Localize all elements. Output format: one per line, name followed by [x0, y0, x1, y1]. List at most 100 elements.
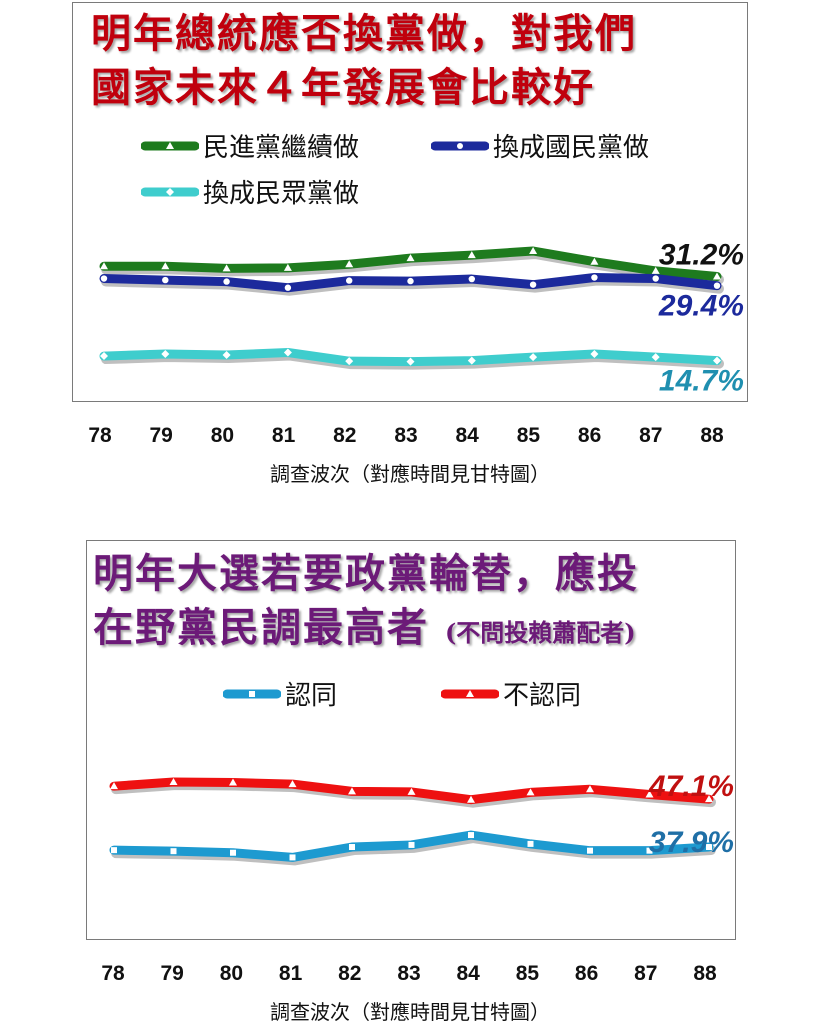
- data-point: [230, 849, 236, 856]
- x-tick-label: 88: [693, 962, 717, 985]
- data-point: [406, 357, 415, 366]
- data-point: [591, 274, 598, 281]
- data-point: [346, 277, 353, 284]
- data-point: [110, 782, 118, 790]
- data-point: [652, 275, 659, 282]
- end-value-label: 14.7%: [659, 365, 744, 398]
- data-point: [289, 854, 296, 861]
- data-point: [529, 353, 538, 362]
- data-point: [169, 778, 178, 786]
- data-point: [590, 257, 599, 265]
- chart-2-x-axis-title: 調查波次（對應時間見甘特圖）: [270, 1000, 550, 1024]
- chart-2-title-line2: 在野黨民調最高者: [93, 604, 429, 651]
- data-point: [345, 357, 354, 366]
- chart-2-title-note: (不問投賴蕭配者): [444, 618, 636, 647]
- data-point: [467, 251, 476, 259]
- data-point: [645, 790, 654, 798]
- legend-label-kmt: 換成國民黨做: [493, 133, 650, 163]
- legend-label-tpp: 換成民眾黨做: [203, 179, 360, 209]
- x-tick-label: 80: [219, 962, 244, 985]
- data-point: [100, 262, 108, 270]
- data-point: [161, 262, 170, 270]
- data-point: [162, 276, 169, 284]
- series-1-1: [109, 777, 716, 808]
- series-0-0: [99, 246, 724, 285]
- x-tick-label: 78: [88, 424, 112, 447]
- x-tick-label: 87: [634, 962, 658, 985]
- legend-label-disagree: 不認同: [503, 681, 582, 711]
- x-tick-label: 82: [338, 962, 362, 985]
- data-point: [467, 356, 476, 365]
- data-point: [587, 847, 593, 854]
- x-tick-label: 81: [271, 424, 296, 447]
- legend-swatch-tpp: [141, 187, 199, 196]
- data-point: [705, 795, 713, 803]
- x-tick-label: 79: [160, 962, 184, 985]
- legend-label-dpp: 民進黨繼續做: [203, 133, 360, 163]
- chart-1-title-line1: 明年總統應否換黨做，對我們: [91, 10, 637, 57]
- data-point: [586, 785, 594, 793]
- legend-item-disagree: 不認同: [441, 675, 581, 712]
- chart-panel-1: 明年總統應否換黨做，對我們 國家未來４年發展會比較好 民進黨繼續做 換成國民黨做…: [72, 2, 748, 402]
- x-tick-label: 88: [700, 424, 724, 447]
- x-tick-label: 86: [577, 424, 602, 447]
- data-point: [526, 788, 535, 796]
- data-point: [529, 247, 538, 254]
- data-point: [288, 780, 297, 788]
- data-point: [407, 277, 414, 285]
- series-0-1: [99, 273, 724, 296]
- data-point: [408, 841, 415, 848]
- end-value-label: 31.2%: [659, 239, 744, 272]
- data-point: [223, 278, 230, 285]
- data-point: [229, 778, 237, 786]
- end-value-label: 29.4%: [658, 290, 744, 323]
- x-tick-label: 84: [456, 962, 480, 985]
- data-point: [283, 263, 292, 271]
- x-tick-label: 83: [397, 962, 421, 985]
- end-value-label: 37.9%: [649, 826, 734, 859]
- legend-swatch-disagree: [441, 689, 499, 698]
- data-point: [467, 795, 475, 803]
- data-point: [468, 275, 475, 283]
- legend-swatch-dpp: [141, 141, 199, 150]
- data-point: [100, 275, 108, 282]
- x-tick-label: 81: [278, 962, 303, 985]
- data-point: [706, 844, 712, 851]
- data-point: [527, 840, 534, 847]
- x-tick-label: 84: [455, 424, 479, 447]
- data-point: [468, 832, 474, 839]
- series-1-0: [109, 830, 716, 866]
- data-point: [348, 787, 356, 795]
- data-point: [646, 847, 653, 854]
- data-point: [345, 260, 354, 268]
- x-tick-label: 85: [515, 962, 540, 985]
- x-tick-label: 86: [574, 962, 599, 985]
- data-point: [651, 353, 660, 362]
- data-point: [283, 348, 292, 357]
- legend-item-agree: 認同: [223, 675, 337, 712]
- data-point: [100, 352, 108, 361]
- x-tick-label: 85: [516, 424, 541, 447]
- x-tick-label: 83: [394, 424, 418, 447]
- chart-1-x-axis-title: 調查波次（對應時間見甘特圖）: [270, 462, 550, 486]
- data-point: [111, 847, 117, 854]
- data-point: [651, 266, 660, 274]
- legend-item-kmt: 換成國民黨做: [431, 127, 649, 164]
- data-point: [713, 282, 721, 289]
- x-tick-label: 87: [639, 424, 663, 447]
- data-point: [713, 356, 721, 365]
- legend-label-agree: 認同: [285, 681, 338, 711]
- series-0-2: [99, 347, 724, 370]
- data-point: [407, 787, 416, 795]
- legend-swatch-agree: [223, 689, 281, 698]
- x-tick-label: 78: [101, 962, 125, 985]
- data-point: [222, 351, 231, 360]
- chart-panel-2: 明年大選若要政黨輪替，應投 在野黨民調最高者 (不問投賴蕭配者) 認同 不認同: [86, 540, 736, 940]
- end-value-label: 47.1%: [648, 770, 734, 803]
- data-point: [349, 844, 355, 851]
- data-point: [406, 254, 415, 262]
- x-tick-label: 82: [333, 424, 357, 447]
- data-point: [713, 272, 721, 280]
- chart-2-title-line1: 明年大選若要政黨輪替，應投: [93, 550, 639, 597]
